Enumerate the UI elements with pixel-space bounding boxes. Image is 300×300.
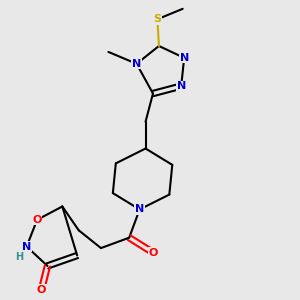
Text: N: N (22, 242, 31, 252)
Text: N: N (180, 53, 189, 63)
Text: O: O (148, 248, 158, 257)
Text: N: N (135, 204, 144, 214)
Text: H: H (15, 252, 23, 262)
Text: N: N (177, 81, 186, 91)
Text: O: O (37, 285, 46, 295)
Text: N: N (132, 59, 141, 69)
Text: S: S (153, 14, 161, 24)
Text: O: O (32, 215, 42, 225)
